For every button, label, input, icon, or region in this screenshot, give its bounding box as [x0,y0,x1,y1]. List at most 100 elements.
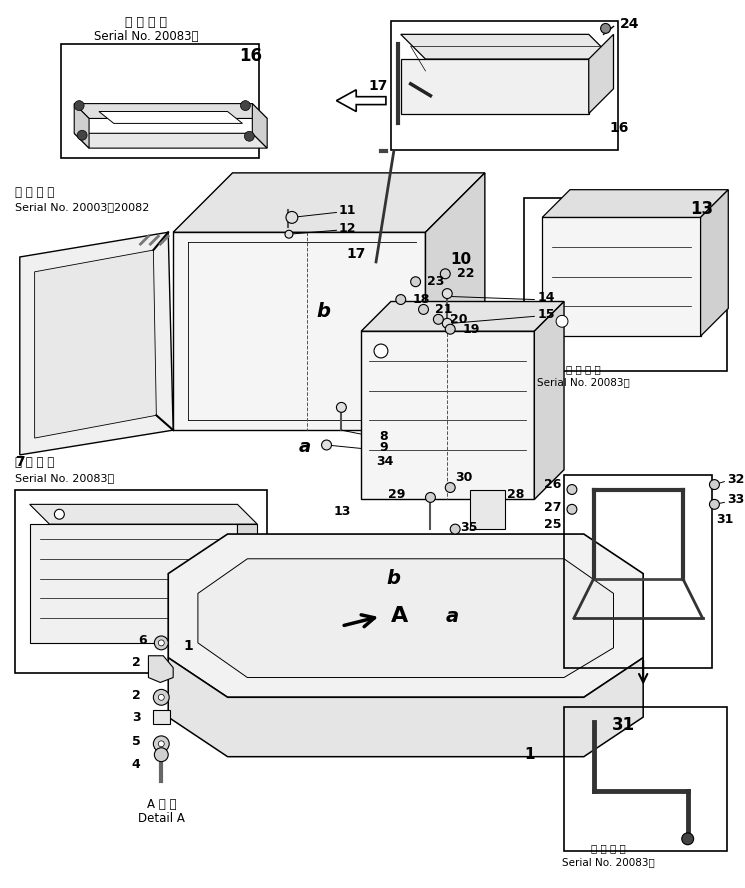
Circle shape [425,493,435,503]
Circle shape [443,318,452,329]
Text: Detail A: Detail A [138,812,185,825]
Circle shape [74,100,84,110]
Circle shape [159,640,164,646]
Text: 13: 13 [334,504,352,518]
Bar [391,21,618,150]
Text: 16: 16 [609,122,629,135]
Text: 13: 13 [690,201,713,218]
Text: 12: 12 [338,222,356,234]
Polygon shape [30,504,257,524]
Text: 10: 10 [450,252,472,267]
Text: 適 用 号 機: 適 用 号 機 [125,16,168,29]
Polygon shape [361,302,564,331]
Text: 3: 3 [132,710,141,724]
Circle shape [709,480,720,489]
Polygon shape [542,190,729,218]
Circle shape [709,499,720,510]
Circle shape [153,736,169,752]
Text: 18: 18 [413,293,430,306]
Circle shape [443,289,452,298]
Text: 16: 16 [239,47,262,65]
Text: 26: 26 [544,478,561,491]
Polygon shape [74,104,267,118]
Text: 4: 4 [132,758,141,771]
Polygon shape [534,302,564,499]
Circle shape [419,305,428,314]
Circle shape [450,524,460,534]
Text: A: A [391,607,408,626]
Text: 8: 8 [379,430,387,442]
Circle shape [244,131,254,141]
Circle shape [682,833,694,844]
Polygon shape [262,562,311,583]
Text: 適 用 号 機: 適 用 号 機 [566,364,601,374]
Bar [61,44,259,158]
Text: Serial No. 20083～: Serial No. 20083～ [562,858,655,868]
Polygon shape [542,218,700,337]
Text: 適 用 号 機: 適 用 号 機 [15,456,54,469]
Text: 35: 35 [460,520,478,534]
Polygon shape [361,331,534,499]
Circle shape [567,485,577,495]
Text: 6: 6 [138,634,147,647]
Polygon shape [253,104,267,148]
Text: a: a [446,607,458,626]
Text: 21: 21 [435,303,453,316]
Text: 22: 22 [457,267,475,281]
Circle shape [434,314,443,324]
Text: Serial No. 20083～: Serial No. 20083～ [94,30,199,43]
Circle shape [337,402,346,412]
Text: 9: 9 [379,441,387,455]
Text: Serial No. 20083～: Serial No. 20083～ [15,472,114,483]
Bar [564,475,712,668]
Bar [524,198,727,371]
Text: 15: 15 [537,308,555,321]
Text: 31: 31 [612,716,635,734]
Polygon shape [148,655,173,683]
Text: b: b [317,302,331,321]
Circle shape [446,482,455,493]
Bar [564,707,727,851]
Polygon shape [168,534,643,697]
Polygon shape [238,524,257,643]
Text: 24: 24 [619,18,639,31]
Polygon shape [173,173,485,233]
Text: 27: 27 [544,501,561,514]
Text: 32: 32 [727,473,745,486]
Circle shape [410,277,420,287]
Polygon shape [153,710,170,724]
Circle shape [396,295,406,305]
Text: A 詳 細: A 詳 細 [147,797,176,811]
Circle shape [154,636,168,650]
Text: 2: 2 [132,689,141,702]
Text: 30: 30 [455,472,472,484]
Text: a: a [299,438,311,456]
Text: Serial No. 20083～: Serial No. 20083～ [537,377,630,388]
Text: 29: 29 [388,488,406,501]
Text: 28: 28 [507,488,524,501]
Text: 5: 5 [132,735,141,749]
Circle shape [374,344,388,358]
Circle shape [241,100,250,110]
Polygon shape [99,112,242,123]
Text: Serial No. 20003～20082: Serial No. 20003～20082 [15,202,149,212]
Circle shape [159,694,164,701]
Circle shape [286,211,298,224]
Circle shape [77,131,87,140]
Circle shape [322,440,332,450]
Text: 適 用 号 機: 適 用 号 機 [15,186,54,199]
Bar [15,489,267,672]
Text: 1: 1 [524,747,535,762]
Text: 11: 11 [338,204,356,217]
Text: 23: 23 [428,275,445,289]
Circle shape [153,689,169,705]
Polygon shape [168,658,643,757]
Text: 1: 1 [183,638,193,653]
Circle shape [154,748,168,762]
Polygon shape [425,173,485,430]
Text: b: b [386,569,400,588]
Polygon shape [401,59,589,114]
Text: 14: 14 [537,291,555,304]
Circle shape [54,510,64,519]
Polygon shape [20,233,173,455]
